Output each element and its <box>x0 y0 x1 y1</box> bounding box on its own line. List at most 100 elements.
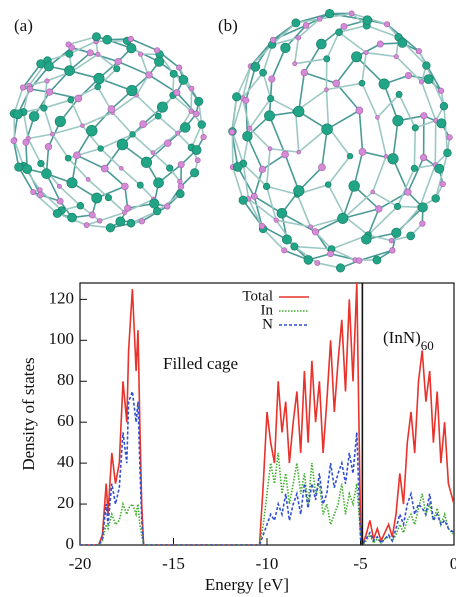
indium-atom <box>269 76 275 82</box>
indium-atom <box>293 62 297 66</box>
nitrogen-atom <box>65 155 71 161</box>
nitrogen-atom <box>137 182 143 188</box>
y-tick-label: 120 <box>49 288 75 307</box>
indium-atom <box>333 80 340 87</box>
indium-atom <box>349 11 354 16</box>
indium-atom <box>420 154 427 161</box>
nitrogen-atom <box>412 125 418 131</box>
indium-atom <box>318 164 325 171</box>
nitrogen-atom <box>293 106 304 117</box>
nitrogen-atom <box>68 97 74 103</box>
indium-atom <box>138 52 143 57</box>
nitrogen-atom <box>114 66 120 72</box>
nitrogen-atom <box>277 208 287 218</box>
nitrogen-atom <box>233 162 242 171</box>
formula-text: (InN) <box>383 328 421 347</box>
nitrogen-atom <box>440 102 448 110</box>
nitrogen-atom <box>105 194 111 200</box>
figure: (a) (b) 020406080100120-20-15-10-50Energ… <box>0 0 456 597</box>
nitrogen-atom <box>437 119 446 128</box>
nitrogen-atom <box>435 164 444 173</box>
indium-atom <box>243 97 249 103</box>
nitrogen-atom <box>44 62 53 71</box>
indium-atom <box>175 131 179 135</box>
nitrogen-atom <box>95 84 101 90</box>
indium-atom <box>419 80 424 85</box>
indium-atom <box>303 22 309 28</box>
indium-atom <box>84 222 89 227</box>
nitrogen-atom <box>336 264 344 272</box>
indium-atom <box>282 151 289 158</box>
nitrogen-atom <box>291 243 298 250</box>
nitrogen-atom <box>394 203 401 210</box>
indium-atom <box>174 89 180 95</box>
indium-atom <box>45 79 49 83</box>
indium-atom <box>140 121 147 128</box>
nitrogen-atom <box>232 93 240 101</box>
nitrogen-atom <box>411 165 417 171</box>
indium-atom <box>75 95 82 102</box>
indium-atom <box>37 188 42 193</box>
indium-atom <box>438 88 444 94</box>
y-tick-label: 0 <box>66 534 75 553</box>
nitrogen-atom <box>42 169 52 179</box>
indium-atom <box>20 85 25 90</box>
indium-atom <box>189 109 194 114</box>
nitrogen-atom <box>251 62 260 71</box>
nitrogen-atom <box>157 102 167 112</box>
nitrogen-atom <box>86 125 97 136</box>
nitrogen-atom <box>351 52 361 62</box>
nitrogen-atom <box>194 97 203 106</box>
indium-atom <box>189 86 194 91</box>
indium-atom <box>178 161 184 167</box>
panel-label: (b) <box>218 16 238 35</box>
nitrogen-atom <box>281 43 291 53</box>
indium-atom <box>46 89 53 96</box>
nitrogen-atom <box>116 217 125 226</box>
panel-label: (a) <box>14 16 33 35</box>
nitrogen-atom <box>127 85 138 96</box>
y-tick-label: 60 <box>57 411 74 430</box>
nitrogen-atom <box>64 66 74 76</box>
indium-atom <box>69 45 75 51</box>
nitrogen-atom <box>363 16 372 25</box>
indium-atom <box>87 50 93 56</box>
indium-atom <box>405 189 412 196</box>
nitrogen-atom <box>263 183 270 190</box>
indium-atom <box>274 218 279 223</box>
indium-atom <box>128 36 134 42</box>
indium-atom <box>229 129 235 135</box>
nitrogen-atom <box>92 193 102 203</box>
x-axis-label: Energy [eV] <box>205 575 289 594</box>
nitrogen-atom <box>38 160 45 167</box>
indium-atom <box>57 198 63 204</box>
indium-atom <box>301 69 308 76</box>
x-tick-label: -10 <box>256 554 279 573</box>
nitrogen-atom <box>150 199 160 209</box>
nitrogen-atom <box>361 234 371 244</box>
nitrogen-atom <box>117 139 128 150</box>
indium-atom <box>327 251 333 257</box>
indium-atom <box>154 47 160 53</box>
nitrogen-atom <box>359 80 365 86</box>
nitrogen-atom <box>68 213 77 222</box>
nitrogen-atom <box>239 196 247 204</box>
indium-atom <box>30 189 35 194</box>
indium-atom <box>45 143 52 150</box>
nitrogen-atom <box>103 35 112 44</box>
nitrogen-atom <box>324 56 330 62</box>
indium-atom <box>164 140 171 147</box>
nitrogen-atom <box>325 9 334 18</box>
indium-atom <box>57 184 61 188</box>
indium-atom <box>405 72 411 78</box>
y-axis-label: Density of states <box>19 357 38 470</box>
indium-atom <box>420 221 426 227</box>
indium-atom <box>23 139 29 145</box>
nitrogen-atom <box>98 146 104 152</box>
nitrogen-atom <box>77 202 84 209</box>
indium-atom <box>178 179 183 184</box>
nitrogen-atom <box>180 123 190 133</box>
indium-atom <box>297 150 301 154</box>
nitrogen-atom <box>396 91 402 97</box>
nitrogen-atom <box>338 213 348 223</box>
